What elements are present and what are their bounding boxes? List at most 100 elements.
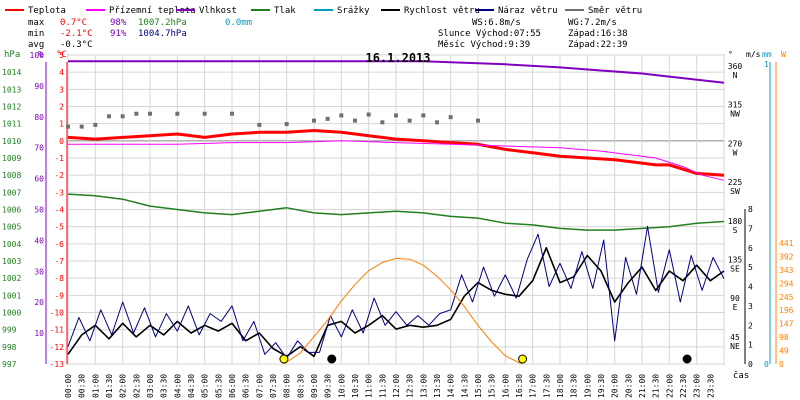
legend: Teplota Přízemní teplota Vlhkost Tlak Srážky… — [5, 6, 642, 16]
stats-min-label: min — [28, 29, 44, 39]
chart-title: 16.1.2013 — [365, 51, 430, 65]
tick-label-hpa: 1013 — [2, 85, 21, 94]
tick-label-hpa: 1003 — [2, 257, 21, 266]
tick-label-wind-speed: 2 — [748, 321, 753, 330]
tick-label-temperature: -6 — [54, 240, 64, 249]
axis-title-radiation: W — [781, 50, 786, 59]
stats-wind-speed: WS:6.8m/s — [472, 18, 521, 28]
tick-label-wind-speed: 6 — [748, 244, 753, 253]
tick-label-direction: 225 — [728, 178, 743, 187]
stats-moonset: Západ:22:39 — [568, 40, 628, 50]
wind-direction-point — [353, 118, 357, 123]
tick-label-time: 00:00 — [64, 374, 73, 398]
tick-label-hpa: 1014 — [2, 68, 21, 77]
tick-label-time: 07:30 — [269, 374, 278, 398]
tick-label-time: 18:00 — [556, 374, 565, 398]
tick-label-time: 21:30 — [652, 374, 661, 398]
stats-avg-label: avg — [28, 40, 44, 50]
axis-title-hpa: hPa — [4, 50, 20, 60]
stats-max-humidity: 98% — [110, 18, 127, 28]
wind-direction-point — [134, 111, 139, 116]
tick-label-wind-speed: 4 — [748, 283, 753, 292]
tick-label-temperature: -9 — [54, 291, 64, 300]
wind-direction-point — [339, 113, 344, 118]
wind-direction-point — [175, 111, 180, 116]
tick-label-time: 10:30 — [351, 374, 360, 398]
tick-label-time: 14:30 — [460, 374, 469, 398]
tick-label-temperature: -1 — [54, 154, 64, 163]
tick-label-time: 12:00 — [392, 374, 401, 398]
tick-label-time: 20:30 — [624, 374, 633, 398]
tick-label-time: 17:30 — [542, 374, 551, 398]
tick-label-wind-speed: 1 — [748, 341, 753, 350]
tick-label-direction: 45 — [730, 333, 740, 342]
tick-label-wind-speed: 8 — [748, 205, 753, 214]
stats-min-pressure: 1004.7hPa — [138, 29, 187, 39]
tick-label-hpa: 998 — [2, 343, 17, 352]
tick-label-time: 17:00 — [529, 374, 538, 398]
stats-wind-gust: WG:7.2m/s — [568, 18, 617, 28]
tick-label-time: 02:30 — [132, 374, 141, 398]
wind-direction-point — [476, 118, 480, 123]
tick-label-direction-name: E — [733, 303, 738, 312]
tick-label-time: 11:00 — [365, 374, 374, 398]
tick-label-direction-name: S — [733, 226, 738, 235]
tick-label-hpa: 1009 — [2, 154, 21, 163]
tick-label-time: 23:00 — [693, 374, 702, 398]
tick-label-hpa: 1000 — [2, 309, 21, 318]
tick-label-hpa: 999 — [2, 326, 17, 335]
wind-direction-point — [148, 111, 152, 116]
tick-label-time: 00:30 — [78, 374, 87, 398]
tick-label-radiation: 49 — [779, 347, 789, 356]
tick-label-temperature: 5 — [59, 51, 64, 60]
tick-label-humidity: 30 — [34, 267, 44, 276]
tick-label-radiation: 0 — [779, 360, 784, 369]
tick-label-time: 15:30 — [488, 374, 497, 398]
tick-label-temperature: -2 — [54, 171, 64, 180]
tick-label-wind-speed: 5 — [748, 263, 753, 272]
tick-label-wind-speed: 0 — [748, 360, 753, 369]
wind-direction-point — [120, 114, 125, 119]
axis-title-direction: ° — [728, 50, 733, 59]
tick-label-time: 18:30 — [570, 374, 579, 398]
stats-avg-temp: -0.3°C — [60, 40, 93, 50]
tick-label-humidity: 50 — [34, 206, 44, 215]
tick-label-hpa: 1004 — [2, 240, 21, 249]
legend-label: Směr větru — [588, 6, 642, 16]
tick-label-time: 03:30 — [160, 374, 169, 398]
axes: hPa9979989991000100110021003100410051006… — [2, 50, 794, 398]
tick-label-temperature: -7 — [54, 257, 64, 266]
wind-direction-point — [202, 111, 207, 116]
tick-label-time: 13:00 — [419, 374, 428, 398]
wind-direction-point — [257, 122, 262, 127]
moonrise-marker — [327, 354, 337, 364]
tick-label-time: 20:00 — [611, 374, 620, 398]
series-solar-radiation — [283, 257, 522, 365]
tick-label-temperature: -10 — [50, 309, 65, 318]
tick-label-direction-name: N — [733, 71, 738, 80]
markers-layer — [279, 354, 692, 364]
tick-label-humidity: 100 — [30, 51, 45, 60]
tick-label-time: 22:30 — [679, 374, 688, 398]
tick-label-radiation: 147 — [779, 320, 794, 329]
tick-label-time: 04:00 — [173, 374, 182, 398]
tick-label-time: 04:30 — [187, 374, 196, 398]
tick-label-time: 21:00 — [638, 374, 647, 398]
tick-label-time: 14:00 — [447, 374, 456, 398]
tick-label-radiation: 245 — [779, 293, 794, 302]
tick-label-wind-speed: 3 — [748, 302, 753, 311]
legend-label: Rychlost větru — [404, 6, 480, 16]
tick-label-direction: 135 — [728, 256, 743, 265]
tick-label-time: 08:00 — [283, 374, 292, 398]
stats-max-label: max — [28, 18, 45, 28]
sunset-marker — [518, 354, 528, 364]
wind-direction-point — [380, 120, 385, 125]
legend-label: Tlak — [274, 6, 296, 16]
axis-title-time: čas — [733, 370, 749, 381]
wind-direction-point — [230, 111, 234, 116]
tick-label-time: 01:30 — [105, 374, 114, 398]
tick-label-temperature: -11 — [50, 326, 65, 335]
wind-direction-point — [312, 118, 316, 123]
wind-direction-point — [284, 122, 289, 127]
tick-label-temperature: 4 — [59, 68, 64, 77]
